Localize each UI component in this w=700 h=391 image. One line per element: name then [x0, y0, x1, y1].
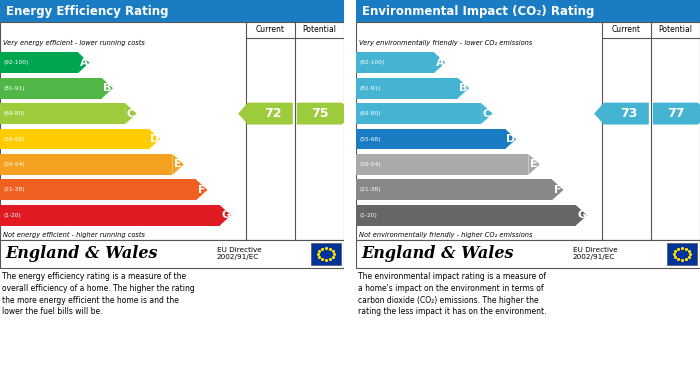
Polygon shape [505, 129, 516, 149]
Polygon shape [528, 154, 540, 175]
Text: 72: 72 [264, 107, 281, 120]
Polygon shape [575, 205, 587, 226]
Text: (69-80): (69-80) [3, 111, 25, 116]
Polygon shape [220, 205, 231, 226]
Text: (55-68): (55-68) [3, 136, 25, 142]
Text: A: A [435, 58, 444, 68]
Bar [0, 129, 149, 149]
Polygon shape [149, 129, 160, 149]
Text: E: E [174, 160, 182, 169]
Text: Environmental Impact (CO₂) Rating: Environmental Impact (CO₂) Rating [362, 5, 594, 18]
Bar [356, 205, 575, 226]
Polygon shape [172, 154, 184, 175]
Text: (81-91): (81-91) [3, 86, 25, 91]
Bar [356, 179, 552, 200]
Bar [356, 22, 700, 240]
Polygon shape [458, 78, 469, 99]
Text: Very environmentally friendly - lower CO₂ emissions: Very environmentally friendly - lower CO… [359, 40, 533, 46]
Text: Not energy efficient - higher running costs: Not energy efficient - higher running co… [3, 232, 145, 238]
Bar [356, 103, 481, 124]
Bar [0, 205, 220, 226]
Bar [0, 78, 102, 99]
Text: Energy Efficiency Rating: Energy Efficiency Rating [6, 5, 169, 18]
Text: EU Directive
2002/91/EC: EU Directive 2002/91/EC [573, 248, 617, 260]
Polygon shape [78, 52, 90, 73]
Bar [0, 154, 172, 175]
Bar [0, 22, 344, 240]
Bar [0, 240, 344, 268]
Text: G: G [221, 210, 230, 220]
Polygon shape [653, 102, 700, 124]
Text: D: D [507, 134, 516, 144]
Text: Potential: Potential [302, 25, 337, 34]
Text: D: D [150, 134, 160, 144]
Text: B: B [459, 83, 468, 93]
Text: (1-20): (1-20) [3, 213, 21, 218]
Text: 73: 73 [620, 107, 638, 120]
Polygon shape [125, 103, 136, 124]
Text: (92-100): (92-100) [359, 60, 384, 65]
Text: Current: Current [612, 25, 641, 34]
Bar [356, 0, 700, 22]
Text: Not environmentally friendly - higher CO₂ emissions: Not environmentally friendly - higher CO… [359, 232, 533, 238]
Text: (39-54): (39-54) [3, 162, 25, 167]
Bar [0, 103, 125, 124]
Polygon shape [102, 78, 113, 99]
Text: England & Wales: England & Wales [5, 246, 158, 262]
Bar [356, 240, 700, 268]
Bar [667, 243, 697, 265]
Bar [356, 78, 458, 99]
Text: EU Directive
2002/91/EC: EU Directive 2002/91/EC [217, 248, 262, 260]
Text: (21-38): (21-38) [359, 187, 381, 192]
Text: (39-54): (39-54) [359, 162, 381, 167]
Text: 77: 77 [666, 107, 684, 120]
Text: F: F [554, 185, 561, 195]
Bar [0, 0, 344, 22]
Polygon shape [481, 103, 493, 124]
Polygon shape [594, 102, 649, 124]
Polygon shape [552, 179, 564, 200]
Polygon shape [434, 52, 445, 73]
Text: (55-68): (55-68) [359, 136, 381, 142]
Text: B: B [104, 83, 111, 93]
Text: (21-38): (21-38) [3, 187, 25, 192]
Polygon shape [196, 179, 207, 200]
Text: England & Wales: England & Wales [361, 246, 514, 262]
Text: C: C [127, 109, 135, 118]
Text: C: C [483, 109, 491, 118]
Bar [356, 52, 434, 73]
Bar [0, 179, 196, 200]
Text: (81-91): (81-91) [359, 86, 381, 91]
Bar [356, 129, 505, 149]
Text: The environmental impact rating is a measure of
a home's impact on the environme: The environmental impact rating is a mea… [358, 272, 547, 316]
Text: (69-80): (69-80) [359, 111, 381, 116]
Text: G: G [578, 210, 587, 220]
Text: Potential: Potential [659, 25, 692, 34]
Text: Current: Current [256, 25, 285, 34]
Text: (1-20): (1-20) [359, 213, 377, 218]
Bar [0, 52, 78, 73]
Bar [356, 154, 528, 175]
Text: The energy efficiency rating is a measure of the
overall efficiency of a home. T: The energy efficiency rating is a measur… [2, 272, 195, 316]
Text: A: A [80, 58, 88, 68]
Text: E: E [530, 160, 538, 169]
Text: 75: 75 [311, 107, 328, 120]
Bar [311, 243, 341, 265]
Text: F: F [197, 185, 205, 195]
Polygon shape [238, 102, 293, 124]
Polygon shape [297, 102, 352, 124]
Text: (92-100): (92-100) [3, 60, 29, 65]
Text: Very energy efficient - lower running costs: Very energy efficient - lower running co… [3, 40, 145, 46]
